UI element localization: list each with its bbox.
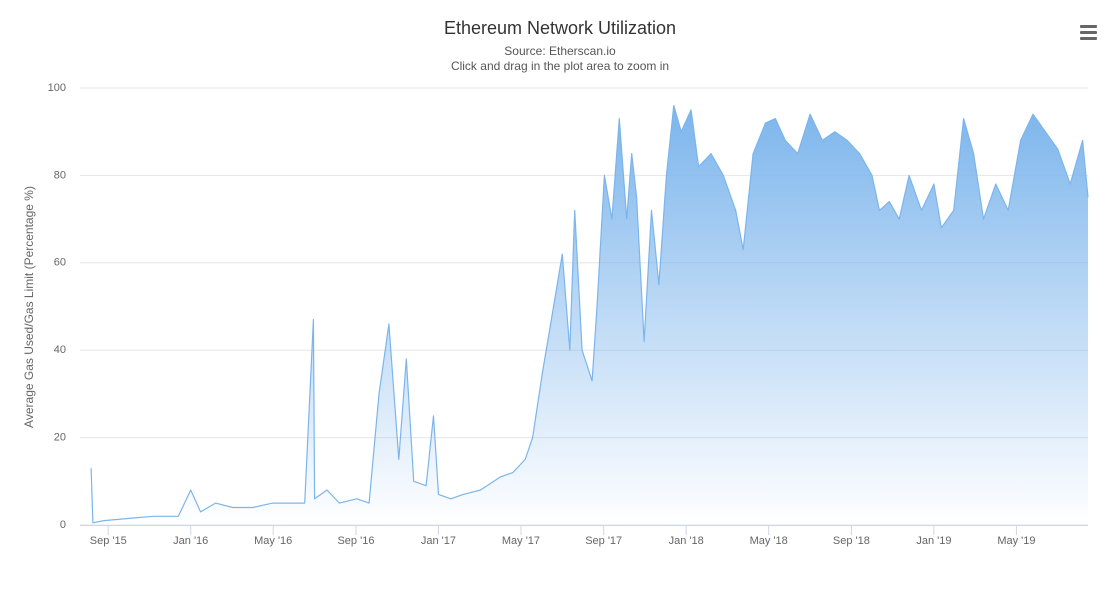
x-tick-label: Sep '16 (337, 535, 374, 547)
y-tick-label: 80 (54, 169, 66, 181)
area-fill (91, 105, 1089, 525)
y-tick-label: 40 (54, 344, 66, 356)
x-tick-label: Sep '17 (585, 535, 622, 547)
y-tick-label: 20 (54, 432, 66, 444)
menu-bar[interactable] (1080, 37, 1097, 40)
y-tick-label: 100 (48, 82, 66, 94)
chart-subtitle: Source: Etherscan.io (504, 44, 616, 58)
x-tick-label: Jan '18 (669, 535, 704, 547)
zoom-hint: Click and drag in the plot area to zoom … (451, 59, 669, 73)
y-tick-label: 0 (60, 519, 66, 531)
chart-title: Ethereum Network Utilization (444, 18, 676, 38)
y-axis-label: Average Gas Used/Gas Limit (Percentage %… (22, 186, 36, 428)
x-tick-label: Jan '19 (916, 535, 951, 547)
area-line (90, 104, 1089, 524)
y-tick-label: 60 (54, 257, 66, 269)
menu-button[interactable] (1074, 20, 1104, 44)
menu-bar[interactable] (1080, 31, 1097, 34)
x-tick-label: Jan '16 (173, 535, 208, 547)
x-tick-label: Sep '15 (90, 535, 127, 547)
x-tick-label: May '17 (502, 535, 540, 547)
x-tick-label: Jan '17 (421, 535, 456, 547)
menu-bar[interactable] (1080, 25, 1097, 28)
x-tick-label: May '16 (254, 535, 292, 547)
x-tick-label: May '18 (750, 535, 788, 547)
x-tick-label: Sep '18 (833, 535, 870, 547)
x-tick-label: May '19 (997, 535, 1035, 547)
